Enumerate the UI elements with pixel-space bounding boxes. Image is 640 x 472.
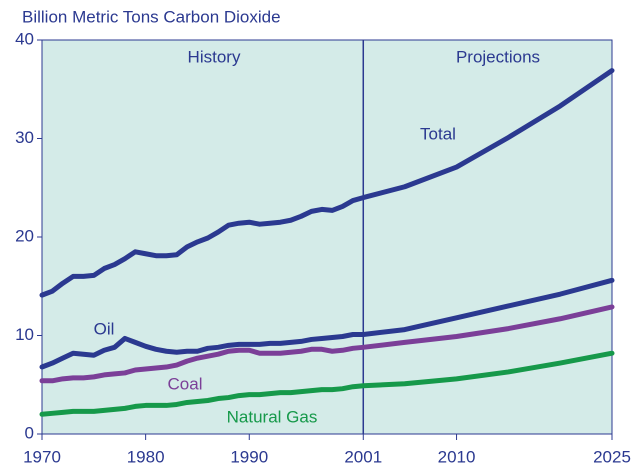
plot-area: [41, 39, 613, 435]
annotation: Natural Gas: [227, 407, 318, 426]
y-tick-label: 0: [25, 423, 34, 442]
line-series: [39, 68, 615, 298]
x-tick-label: 2001: [344, 447, 382, 466]
y-tick-label: 30: [15, 128, 34, 147]
x-tick-label: 2025: [593, 447, 631, 466]
x-tick-label: 2010: [438, 447, 476, 466]
y-tick-label: 10: [15, 325, 34, 344]
x-tick-label: 1980: [127, 447, 165, 466]
x-tick-label: 1990: [230, 447, 268, 466]
line-series: [39, 350, 615, 417]
y-tick-label: 20: [15, 226, 34, 245]
annotation: Projections: [456, 47, 540, 66]
annotation: Coal: [168, 374, 203, 393]
annotation: History: [188, 47, 241, 66]
x-tick-label: 1970: [23, 447, 61, 466]
chart-title: Billion Metric Tons Carbon Dioxide: [22, 7, 281, 26]
line-series: [39, 304, 615, 384]
annotation: Oil: [94, 319, 115, 338]
y-tick-label: 40: [15, 29, 34, 48]
annotation: Total: [420, 124, 456, 143]
line-series: [39, 277, 615, 370]
